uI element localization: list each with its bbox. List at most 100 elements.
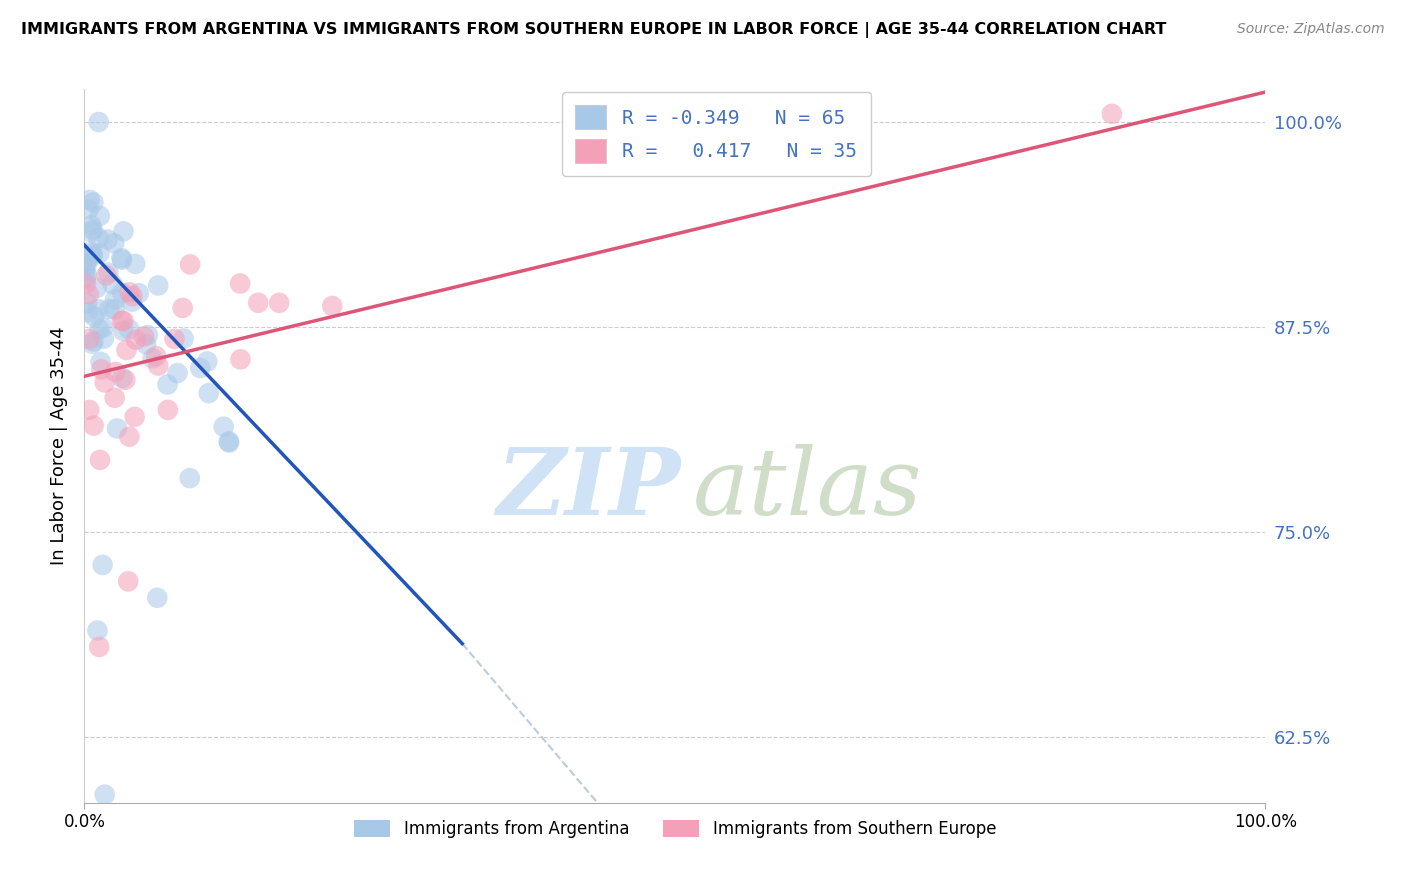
Point — [83, 418, 105, 433]
Point — [111, 314, 134, 328]
Point — [111, 252, 134, 267]
Point — [118, 322, 141, 336]
Point — [75, 258, 97, 272]
Point — [82, 195, 104, 210]
Point — [80, 225, 103, 239]
Point — [172, 301, 194, 315]
Point — [135, 337, 157, 351]
Point — [91, 558, 114, 572]
Point — [142, 351, 165, 366]
Point — [86, 624, 108, 638]
Point — [124, 257, 146, 271]
Point — [218, 434, 240, 449]
Point — [166, 366, 188, 380]
Point — [97, 233, 120, 247]
Point — [86, 281, 108, 295]
Point — [82, 247, 104, 261]
Point — [148, 359, 170, 373]
Legend: Immigrants from Argentina, Immigrants from Southern Europe: Immigrants from Argentina, Immigrants fr… — [347, 813, 1002, 845]
Point — [111, 371, 134, 385]
Point — [77, 305, 100, 319]
Text: Source: ZipAtlas.com: Source: ZipAtlas.com — [1237, 22, 1385, 37]
Text: atlas: atlas — [693, 444, 922, 533]
Point — [111, 324, 134, 338]
Point — [218, 435, 240, 450]
Point — [82, 249, 104, 263]
Point — [104, 302, 127, 317]
Point — [82, 222, 104, 236]
Point — [111, 285, 134, 300]
Point — [115, 343, 138, 357]
Point — [247, 295, 270, 310]
Point — [93, 332, 115, 346]
Text: IMMIGRANTS FROM ARGENTINA VS IMMIGRANTS FROM SOUTHERN EUROPE IN LABOR FORCE | AG: IMMIGRANTS FROM ARGENTINA VS IMMIGRANTS … — [21, 22, 1167, 38]
Point — [89, 453, 111, 467]
Point — [173, 332, 195, 346]
Point — [188, 361, 211, 376]
Point — [148, 278, 170, 293]
Point — [179, 257, 201, 271]
Point — [79, 332, 101, 346]
Point — [136, 328, 159, 343]
Point — [75, 277, 97, 291]
Point — [163, 332, 186, 346]
Point — [117, 574, 139, 589]
Point — [212, 419, 235, 434]
Point — [79, 193, 101, 207]
Point — [75, 256, 97, 270]
Point — [195, 354, 218, 368]
Point — [101, 277, 124, 292]
Point — [89, 322, 111, 336]
Point — [87, 231, 110, 245]
Point — [104, 391, 127, 405]
Point — [79, 244, 101, 259]
Point — [90, 355, 112, 369]
Point — [93, 376, 115, 390]
Text: ZIP: ZIP — [496, 444, 681, 533]
Point — [87, 301, 110, 316]
Point — [80, 218, 103, 232]
Point — [110, 251, 132, 265]
Point — [124, 409, 146, 424]
Point — [75, 264, 97, 278]
Point — [229, 277, 252, 291]
Point — [156, 403, 179, 417]
Point — [93, 788, 115, 802]
Point — [197, 386, 219, 401]
Point — [114, 373, 136, 387]
Point — [118, 285, 141, 300]
Point — [89, 246, 111, 260]
Point — [98, 301, 121, 316]
Point — [97, 266, 120, 280]
Point — [77, 403, 100, 417]
Point — [229, 352, 252, 367]
Point — [132, 329, 155, 343]
Point — [80, 336, 103, 351]
Point — [83, 334, 105, 349]
Point — [128, 286, 150, 301]
Point — [1101, 107, 1123, 121]
Point — [321, 299, 343, 313]
Point — [90, 362, 112, 376]
Point — [103, 236, 125, 251]
Point — [146, 591, 169, 605]
Point — [76, 296, 98, 310]
Point — [112, 224, 135, 238]
Point — [121, 294, 143, 309]
Point — [76, 268, 98, 282]
Y-axis label: In Labor Force | Age 35-44: In Labor Force | Age 35-44 — [49, 326, 67, 566]
Point — [145, 349, 167, 363]
Point — [112, 314, 135, 328]
Point — [104, 365, 127, 379]
Point — [83, 310, 105, 324]
Point — [87, 115, 110, 129]
Point — [91, 320, 114, 334]
Point — [89, 640, 111, 654]
Point — [105, 421, 128, 435]
Point — [156, 377, 179, 392]
Point — [179, 471, 201, 485]
Point — [121, 289, 143, 303]
Point — [104, 293, 127, 307]
Point — [125, 333, 148, 347]
Point — [96, 268, 118, 283]
